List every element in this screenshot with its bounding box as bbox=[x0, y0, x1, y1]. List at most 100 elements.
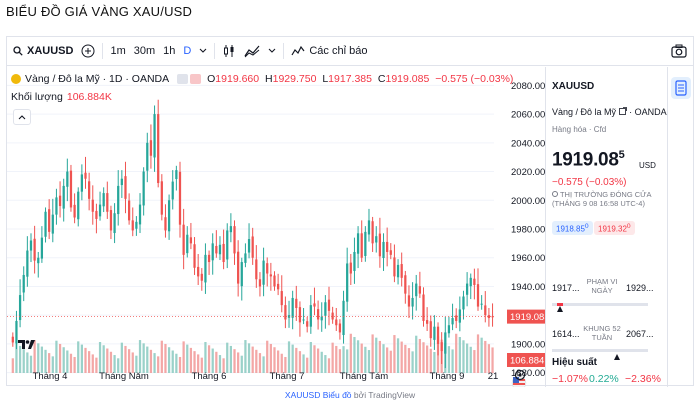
volume-bar bbox=[146, 346, 149, 373]
gold-symbol-logo bbox=[11, 74, 21, 84]
candle-body bbox=[102, 193, 105, 207]
candle-body bbox=[138, 204, 142, 225]
volume-bar bbox=[186, 344, 189, 373]
week-range-label-line2: TUẦN bbox=[591, 333, 613, 342]
footer-link[interactable]: XAUUSD Biểu đồ bbox=[284, 390, 352, 400]
details-panel-button[interactable] bbox=[671, 77, 691, 99]
indicators-button[interactable]: Các chỉ báo bbox=[287, 37, 371, 66]
candle-body bbox=[444, 332, 447, 354]
candle-body bbox=[447, 325, 451, 334]
x-tick-label-extra: 21 bbox=[488, 371, 499, 382]
candle-body bbox=[320, 316, 323, 321]
candle-body bbox=[142, 171, 145, 206]
right-sidebar-rail bbox=[667, 67, 693, 387]
area-chart-type-button[interactable] bbox=[240, 37, 264, 66]
candle-body bbox=[251, 236, 254, 258]
tradingview-logo-icon[interactable] bbox=[17, 337, 37, 351]
candle-body bbox=[411, 297, 414, 307]
candle-body bbox=[276, 283, 280, 290]
chart-type-dropdown[interactable] bbox=[264, 37, 280, 66]
candle-body bbox=[197, 266, 200, 277]
external-link-icon[interactable] bbox=[618, 107, 627, 115]
candle-body bbox=[109, 210, 113, 231]
symbol-search-button[interactable]: XAUUSD bbox=[7, 37, 77, 66]
volume-bar bbox=[26, 352, 29, 373]
volume-bar bbox=[131, 352, 134, 373]
candle-body bbox=[22, 274, 25, 293]
volume-bar bbox=[338, 349, 342, 373]
close-label: C bbox=[377, 73, 386, 85]
details-symbol: XAUUSD bbox=[552, 81, 595, 92]
open-label: O bbox=[207, 73, 216, 85]
x-tick-label: Tháng Tám bbox=[340, 371, 388, 382]
candle-body bbox=[80, 174, 83, 192]
volume-bar bbox=[77, 341, 80, 373]
candle-body bbox=[407, 295, 411, 307]
volume-bar bbox=[451, 349, 454, 373]
market-status-time: (THÁNG 9 08 16:58 UTC-4) bbox=[552, 199, 645, 208]
candle-body bbox=[171, 181, 174, 200]
volume-bar bbox=[306, 357, 309, 373]
candle-body bbox=[469, 277, 472, 287]
volume-bar bbox=[149, 349, 153, 373]
price-chart[interactable]: 1880.0001900.0001920.0001940.0001960.000… bbox=[7, 67, 545, 387]
ask-price: 1919.320 bbox=[594, 221, 635, 235]
volume-bar bbox=[473, 350, 476, 373]
candle-body bbox=[48, 209, 51, 232]
compare-button[interactable] bbox=[77, 37, 99, 66]
interval-1m[interactable]: 1m bbox=[110, 45, 126, 57]
time-axis[interactable]: Tháng 4 Tháng Năm Tháng 6 Tháng 7 Tháng Tám T… bbox=[6, 366, 694, 386]
candle-body bbox=[342, 300, 345, 336]
legend-settings-icon[interactable] bbox=[190, 74, 202, 84]
candle-body bbox=[487, 315, 491, 319]
candle-body bbox=[396, 264, 400, 278]
volume-bar bbox=[291, 344, 294, 373]
interval-1h[interactable]: 1h bbox=[163, 45, 176, 57]
candle-body bbox=[167, 200, 171, 232]
volume-value: 106.884K bbox=[66, 91, 112, 103]
day-range-label: PHẠM VI NGÀY bbox=[577, 277, 627, 295]
volume-bar bbox=[51, 356, 54, 373]
candle-body bbox=[313, 303, 316, 307]
interval-30m[interactable]: 30m bbox=[133, 45, 156, 57]
volume-bar bbox=[62, 347, 65, 373]
legend-eye-icon[interactable] bbox=[177, 74, 189, 84]
candle-body bbox=[465, 283, 469, 295]
details-last-price: 1919.085 bbox=[552, 149, 625, 171]
screenshot-button[interactable] bbox=[671, 44, 687, 61]
chart-legend: Vàng / Đô la Mỹ · 1D · OANDA O1919.660 H… bbox=[11, 73, 516, 85]
interval-dropdown[interactable] bbox=[195, 37, 211, 66]
performance-1m: 0.22% bbox=[589, 373, 619, 385]
candle-body bbox=[462, 296, 465, 310]
candle-body bbox=[364, 231, 367, 257]
candle-body bbox=[298, 307, 302, 323]
volume-bar bbox=[429, 348, 432, 373]
volume-bar bbox=[215, 351, 218, 373]
volume-bar bbox=[269, 343, 272, 373]
volume-bar bbox=[342, 346, 345, 373]
y-tick-label: 1980.000 bbox=[511, 225, 545, 236]
candle-body bbox=[244, 253, 247, 263]
candles-chart-type-button[interactable] bbox=[218, 37, 240, 66]
candle-body bbox=[382, 241, 385, 259]
volume-label: Khối lượng bbox=[11, 91, 63, 103]
details-exchange: OANDA bbox=[634, 107, 667, 117]
volume-bar bbox=[106, 348, 109, 373]
volume-bar bbox=[487, 344, 491, 373]
volume-bar bbox=[142, 343, 145, 373]
page-title: BIỂU ĐỒ GIÁ VÀNG XAU/USD bbox=[6, 4, 193, 19]
volume-bar bbox=[40, 346, 44, 373]
interval-1d[interactable]: D bbox=[183, 45, 192, 57]
open-value: 1919.660 bbox=[215, 73, 260, 85]
volume-legend: Khối lượng 106.884K bbox=[11, 91, 112, 103]
candle-body bbox=[207, 254, 211, 263]
chart-pane[interactable]: 1880.0001900.0001920.0001940.0001960.000… bbox=[7, 67, 545, 387]
candle-body bbox=[117, 185, 120, 215]
candle-body bbox=[229, 226, 233, 233]
candle-body bbox=[324, 302, 327, 316]
volume-bar bbox=[124, 345, 127, 373]
volume-bar bbox=[33, 340, 36, 373]
candle-body bbox=[433, 326, 436, 340]
collapse-legend-button[interactable] bbox=[13, 109, 31, 125]
candle-body bbox=[120, 178, 123, 186]
